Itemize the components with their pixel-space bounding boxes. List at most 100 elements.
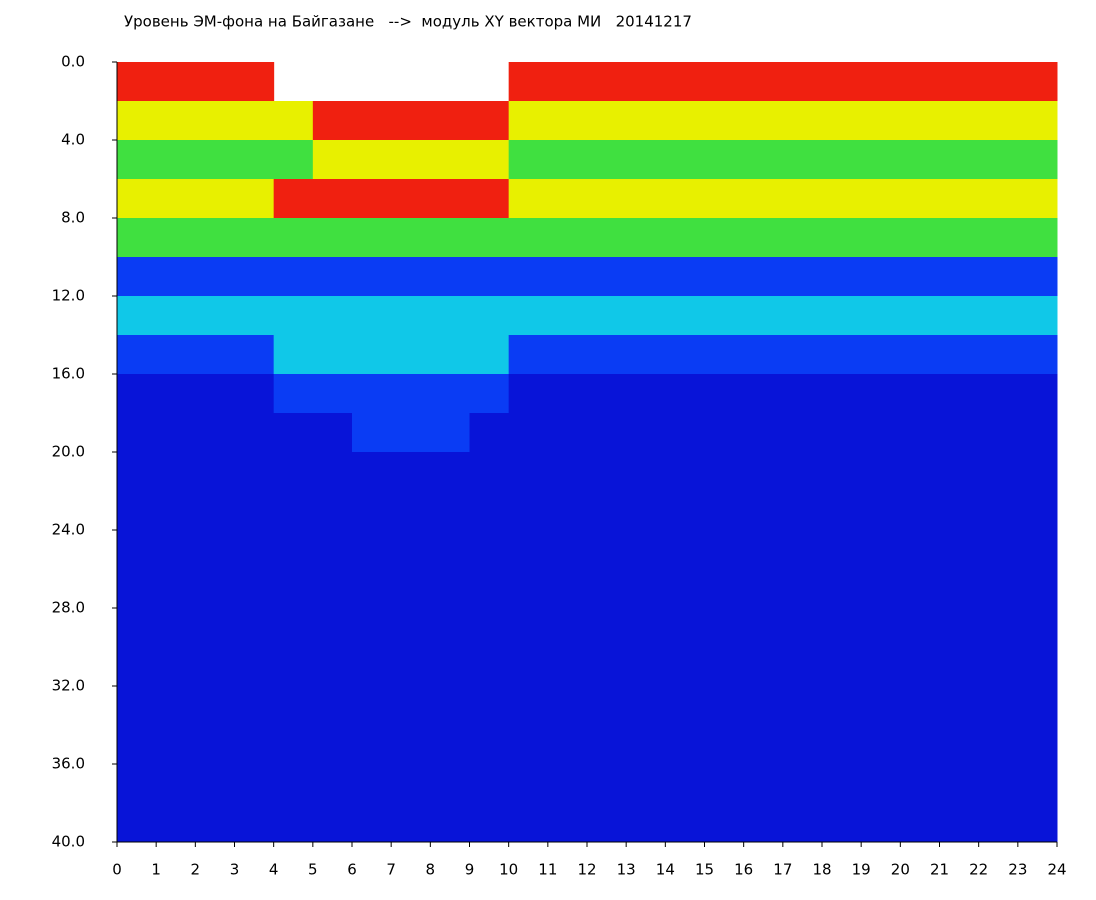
heat-cell (861, 491, 901, 531)
heat-cell (782, 803, 823, 843)
heat-cell (117, 530, 157, 570)
heat-cell (273, 179, 314, 219)
heat-cell (352, 452, 392, 492)
heat-cell (978, 179, 1019, 219)
heat-cell (704, 764, 745, 804)
heat-cell (861, 569, 901, 609)
heat-cell (469, 491, 510, 531)
heat-cell (861, 374, 901, 414)
heat-cell (156, 413, 196, 453)
heat-cell (626, 374, 666, 414)
heat-cell (1017, 452, 1058, 492)
heat-cell (156, 179, 196, 219)
x-tick-label: 21 (930, 861, 949, 879)
heat-cell (861, 296, 901, 336)
x-tick-label: 18 (812, 861, 831, 879)
heat-cell (547, 452, 588, 492)
heat-cell (861, 257, 901, 297)
heat-cell (626, 569, 666, 609)
heat-cell (312, 140, 353, 180)
heat-cell (939, 452, 980, 492)
heat-cell (587, 335, 627, 375)
heat-cell (547, 335, 588, 375)
heat-cell (1017, 374, 1058, 414)
heat-cell (273, 413, 314, 453)
heat-cell (117, 608, 157, 648)
heat-cell (822, 374, 862, 414)
heat-cell (704, 569, 745, 609)
heat-cell (587, 179, 627, 219)
heat-cell (626, 686, 666, 726)
heat-cell (547, 686, 588, 726)
heat-cell (900, 374, 940, 414)
heat-cell (704, 62, 745, 102)
heat-cell (234, 608, 275, 648)
heat-cell (861, 179, 901, 219)
y-tick-label: 36.0 (52, 755, 85, 773)
heat-cell (117, 179, 157, 219)
heat-cell (587, 257, 627, 297)
heat-cell (430, 257, 470, 297)
heat-cell (469, 413, 510, 453)
heat-cell (704, 686, 745, 726)
heat-cell (156, 491, 196, 531)
heat-cell (822, 764, 862, 804)
y-tick-label: 0.0 (61, 53, 85, 71)
heat-cell (861, 725, 901, 765)
heat-cell (312, 101, 353, 141)
heat-cell (430, 140, 470, 180)
heat-cell (978, 296, 1019, 336)
heat-cell (1017, 608, 1058, 648)
y-tick-label: 24.0 (52, 521, 85, 539)
heat-cell (1017, 179, 1058, 219)
heat-cell (939, 62, 980, 102)
heat-cell (273, 374, 314, 414)
heat-cell (861, 764, 901, 804)
heat-cell (626, 335, 666, 375)
heat-cell (822, 452, 862, 492)
heat-cell (900, 257, 940, 297)
heat-cell (547, 764, 588, 804)
heat-cell (704, 491, 745, 531)
heat-cell (978, 569, 1019, 609)
heat-cell (469, 101, 510, 141)
heat-cell (195, 569, 235, 609)
heat-cell (391, 452, 431, 492)
heat-cell (391, 764, 431, 804)
heat-cell (273, 803, 314, 843)
heat-cell (782, 491, 823, 531)
heat-cell (1017, 764, 1058, 804)
heat-cell (234, 452, 275, 492)
heat-cell (312, 413, 353, 453)
heat-cell (195, 218, 235, 258)
heat-cell (822, 569, 862, 609)
heat-cell (939, 686, 980, 726)
heat-cell (743, 608, 784, 648)
heat-cell (469, 452, 510, 492)
heat-cell (391, 218, 431, 258)
heat-cell (273, 491, 314, 531)
heat-cell (156, 218, 196, 258)
heat-cell (508, 530, 549, 570)
heat-cell (782, 179, 823, 219)
heat-cell (156, 452, 196, 492)
heat-cell (665, 803, 705, 843)
heat-cell (312, 725, 353, 765)
heat-cell (547, 179, 588, 219)
heat-cell (430, 179, 470, 219)
heat-cell (469, 569, 510, 609)
heat-cell (665, 335, 705, 375)
heat-cell (900, 569, 940, 609)
heat-cell (978, 62, 1019, 102)
heat-cell (861, 335, 901, 375)
heat-cell (743, 647, 784, 687)
heat-cell (195, 608, 235, 648)
heat-cell (234, 647, 275, 687)
heat-cell (469, 608, 510, 648)
heat-cell (978, 257, 1019, 297)
heat-cell (273, 647, 314, 687)
heat-cell (822, 725, 862, 765)
y-tick-label: 20.0 (52, 443, 85, 461)
heat-cell (352, 335, 392, 375)
heat-cell (508, 101, 549, 141)
